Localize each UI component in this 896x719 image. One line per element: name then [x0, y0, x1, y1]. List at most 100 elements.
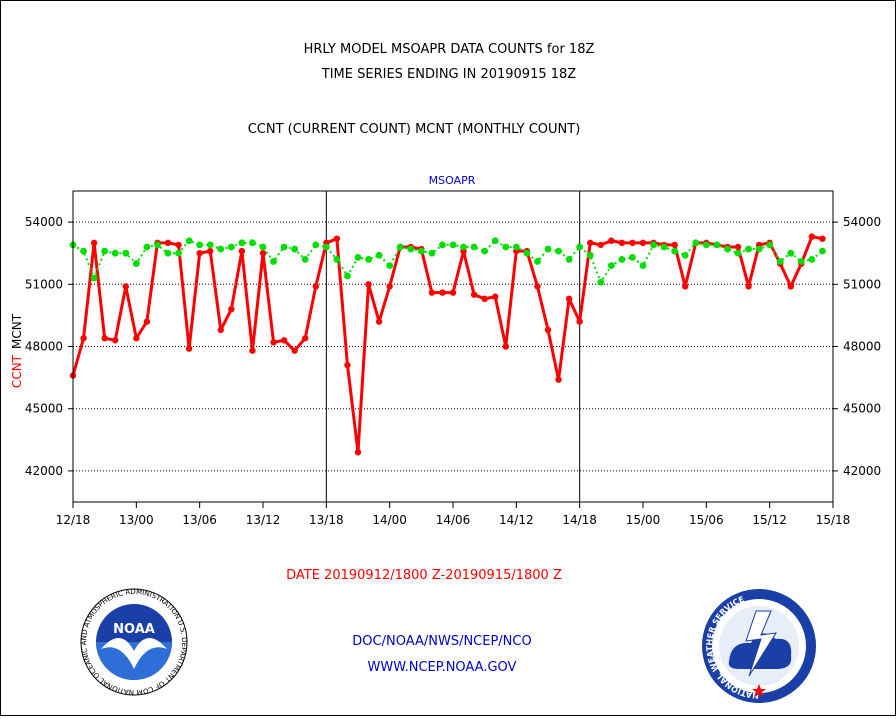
ccnt-point: [90, 239, 98, 247]
y-tick-label-right: 51000: [843, 277, 881, 291]
mcnt-point: [766, 241, 774, 249]
ccnt-point: [196, 250, 203, 257]
mcnt-point: [565, 256, 573, 263]
mcnt-point: [639, 262, 647, 270]
ccnt-point: [280, 337, 288, 344]
mcnt-point: [111, 249, 119, 257]
mcnt-point: [692, 239, 700, 247]
chart-title-line2: TIME SERIES ENDING IN 20190915 18Z: [321, 67, 577, 82]
y-axis-label: CCNT MCNT: [10, 313, 24, 388]
noaa-logo-text: NOAA: [113, 622, 155, 637]
ccnt-point: [228, 305, 235, 313]
ccnt-point: [291, 347, 298, 354]
star-icon: [752, 684, 766, 697]
y-tick-label-right: 54000: [843, 215, 881, 229]
mcnt-point: [755, 245, 763, 253]
ccnt-point: [534, 283, 541, 290]
ccnt-point: [164, 239, 172, 247]
ccnt-point: [270, 339, 277, 346]
mcnt-point: [734, 249, 742, 257]
mcnt-point: [512, 243, 520, 251]
mcnt-point: [259, 243, 267, 251]
mcnt-point: [449, 241, 457, 249]
y-axis-label-ccnt: CCNT: [10, 354, 24, 388]
date-range-label: DATE 20190912/1800 Z-20190915/1800 Z: [286, 568, 562, 583]
noaa-bird-icon: [101, 637, 167, 669]
ccnt-point: [302, 335, 309, 342]
mcnt-point: [280, 243, 288, 251]
ccnt-point: [439, 289, 446, 296]
y-tick-label-left: 45000: [25, 402, 63, 416]
mcnt-point: [491, 237, 499, 245]
x-tick-label: 13/12: [246, 513, 281, 527]
mcnt-point: [386, 262, 394, 270]
mcnt-point: [417, 247, 425, 255]
mcnt-point: [227, 243, 235, 251]
mcnt-point: [681, 251, 689, 259]
mcnt-point: [90, 274, 98, 282]
x-tick-label: 14/06: [436, 513, 471, 527]
y-tick-label-left: 48000: [25, 340, 63, 354]
mcnt-point: [808, 256, 816, 263]
ccnt-point: [618, 239, 626, 247]
ccnt-point: [333, 235, 341, 242]
grid-layer: [73, 191, 833, 502]
mcnt-point: [460, 243, 467, 251]
mcnt-point: [185, 237, 193, 245]
x-tick-label: 13/00: [119, 513, 154, 527]
mcnt-point: [660, 243, 668, 251]
ccnt-point: [122, 283, 129, 290]
ccnt-point: [587, 239, 594, 247]
mcnt-point: [629, 253, 636, 261]
mcnt-point: [787, 249, 795, 257]
ccnt-point: [576, 318, 583, 325]
ccnt-point: [375, 318, 383, 325]
ccnt-point: [449, 289, 457, 296]
x-tick-label: 12/18: [56, 513, 91, 527]
ccnt-point: [544, 326, 552, 334]
x-tick-label: 13/06: [182, 513, 217, 527]
ccnt-point: [745, 283, 752, 290]
nws-logo: NATIONAL WEATHER SERVICE: [702, 589, 816, 703]
y-tick-label-left: 42000: [25, 464, 63, 478]
ccnt-point: [629, 239, 636, 247]
ccnt-point: [808, 233, 816, 240]
ccnt-point: [80, 335, 87, 342]
mcnt-point: [333, 256, 341, 263]
mcnt-point: [132, 260, 140, 267]
mcnt-point: [249, 239, 256, 247]
series-layer: [69, 233, 826, 456]
ccnt-point: [259, 250, 267, 257]
ccnt-point: [185, 345, 193, 352]
x-tick-label: 15/06: [689, 513, 724, 527]
ccnt-point: [354, 449, 362, 456]
mcnt-point: [618, 256, 626, 263]
x-tick-label: 14/00: [372, 513, 407, 527]
mcnt-point: [819, 247, 826, 255]
mcnt-point: [365, 256, 372, 263]
y-axis-label-mcnt: MCNT: [10, 313, 24, 349]
y-tick-label-left: 51000: [25, 277, 63, 291]
ccnt-point: [312, 283, 319, 290]
ccnt-point: [344, 361, 351, 369]
org-link[interactable]: DOC/NOAA/NWS/NCEP/NCO: [352, 634, 531, 649]
mcnt-point: [576, 243, 584, 251]
mcnt-point: [164, 249, 172, 257]
mcnt-point: [470, 243, 478, 251]
mcnt-point: [544, 245, 552, 253]
ccnt-point: [597, 241, 604, 249]
y-tick-label-right: 48000: [843, 340, 881, 354]
ccnt-point: [555, 376, 562, 383]
mcnt-point: [322, 243, 330, 251]
mcnt-point: [344, 272, 351, 280]
ccnt-point: [565, 295, 573, 303]
mcnt-point: [175, 249, 182, 257]
mcnt-point: [428, 249, 436, 257]
ncep-url-link[interactable]: WWW.NCEP.NOAA.GOV: [368, 660, 517, 675]
ccnt-point: [470, 291, 478, 298]
mcnt-point: [206, 241, 214, 249]
ccnt-point: [249, 347, 256, 354]
mcnt-point: [671, 247, 679, 255]
ccnt-point: [481, 295, 488, 303]
ccnt-point: [365, 281, 372, 288]
